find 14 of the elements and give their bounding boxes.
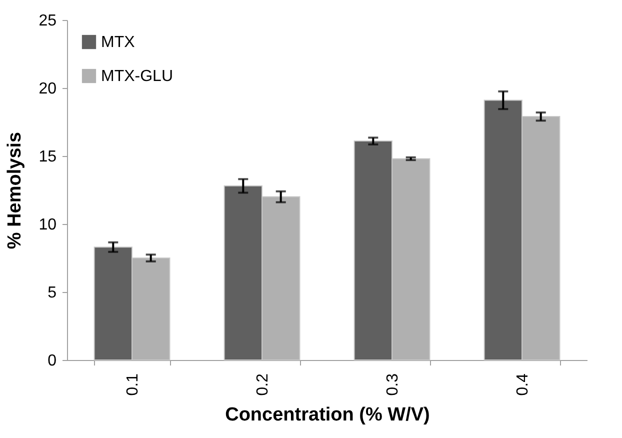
- y-tick-label: 15: [38, 148, 57, 166]
- y-tick-label: 5: [48, 284, 57, 302]
- y-axis-title: % Hemolysis: [4, 132, 26, 250]
- y-tick-label: 0: [48, 352, 57, 370]
- legend-label: MTX: [101, 34, 136, 51]
- x-tick-label: 0.3: [384, 373, 402, 396]
- y-tick-label: 20: [38, 80, 57, 98]
- x-tick-label: 0.1: [124, 373, 142, 396]
- x-axis-title: Concentration (% W/V): [225, 404, 430, 426]
- legend-label: MTX-GLU: [101, 68, 173, 85]
- x-tick-label: 0.2: [254, 373, 272, 396]
- y-tick-label: 10: [38, 216, 57, 234]
- y-tick-label: 25: [38, 12, 57, 30]
- x-tick-label: 0.4: [514, 373, 532, 396]
